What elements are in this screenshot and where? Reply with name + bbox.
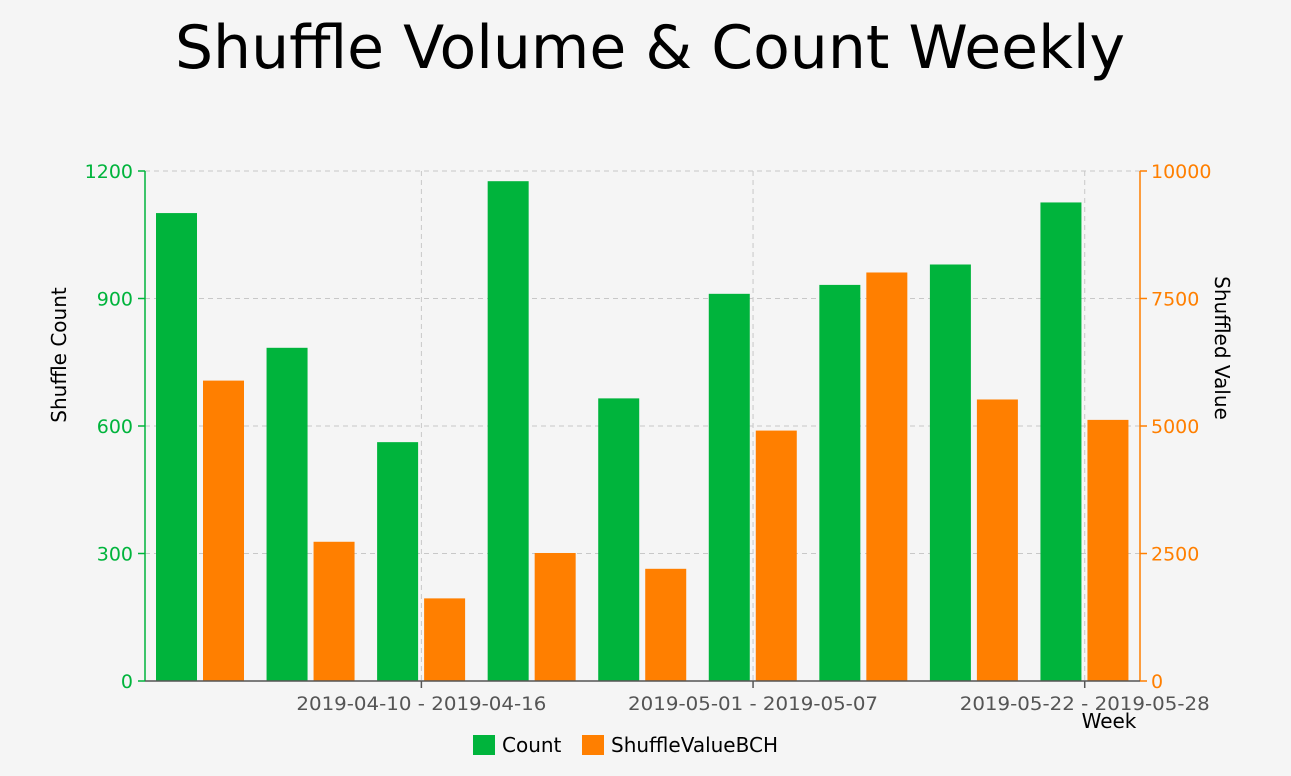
bar-shuffle-value xyxy=(755,430,797,681)
legend-label-shuffle-value: ShuffleValueBCH xyxy=(611,733,778,757)
x-tick-label: 2019-04-10 - 2019-04-16 xyxy=(296,693,546,715)
bars xyxy=(156,181,1129,681)
bar-shuffle-value xyxy=(424,598,466,681)
bar-count xyxy=(1040,202,1082,681)
bar-count xyxy=(819,284,861,681)
bar-shuffle-value xyxy=(1087,419,1129,681)
bar-count xyxy=(929,264,971,681)
bar-count xyxy=(377,442,419,681)
bar-count xyxy=(266,347,308,681)
right-axis-title: Shuffled Value xyxy=(1210,276,1234,420)
bar-shuffle-value xyxy=(313,541,355,681)
right-tick-label: 5000 xyxy=(1151,416,1199,438)
gridlines xyxy=(145,170,1140,681)
bar-count xyxy=(487,181,529,681)
left-tick-label: 300 xyxy=(97,544,133,566)
x-axis-title: Week xyxy=(1082,709,1137,733)
bar-shuffle-value xyxy=(866,272,908,681)
right-tick-label: 10000 xyxy=(1151,161,1211,183)
bar-shuffle-value xyxy=(534,552,576,681)
bar-count xyxy=(708,293,750,681)
bar-count xyxy=(598,398,640,681)
bar-shuffle-value xyxy=(203,380,244,681)
chart-title: Shuffle Volume & Count Weekly xyxy=(175,13,1125,83)
legend-swatch-count xyxy=(473,735,495,755)
left-axis-title: Shuffle Count xyxy=(47,287,71,423)
left-tick-label: 600 xyxy=(97,416,133,438)
bar-shuffle-value xyxy=(645,568,687,681)
legend-label-count: Count xyxy=(502,733,562,757)
legend-swatch-shuffle-value xyxy=(582,735,604,755)
bar-shuffle-value xyxy=(976,399,1018,681)
right-tick-label: 0 xyxy=(1151,671,1163,693)
right-tick-label: 2500 xyxy=(1151,544,1199,566)
bar-count xyxy=(156,213,197,681)
x-tick-label: 2019-05-22 - 2019-05-28 xyxy=(960,693,1210,715)
right-tick-label: 7500 xyxy=(1151,289,1199,311)
left-tick-label: 0 xyxy=(121,671,133,693)
left-tick-label: 900 xyxy=(97,289,133,311)
x-tick-label: 2019-05-01 - 2019-05-07 xyxy=(628,693,878,715)
legend: Count ShuffleValueBCH xyxy=(473,733,778,757)
left-tick-label: 1200 xyxy=(85,161,133,183)
axes: 0 300 600 900 1200 0 2500 5000 7500 10000 2019-04-… xyxy=(85,161,1212,715)
